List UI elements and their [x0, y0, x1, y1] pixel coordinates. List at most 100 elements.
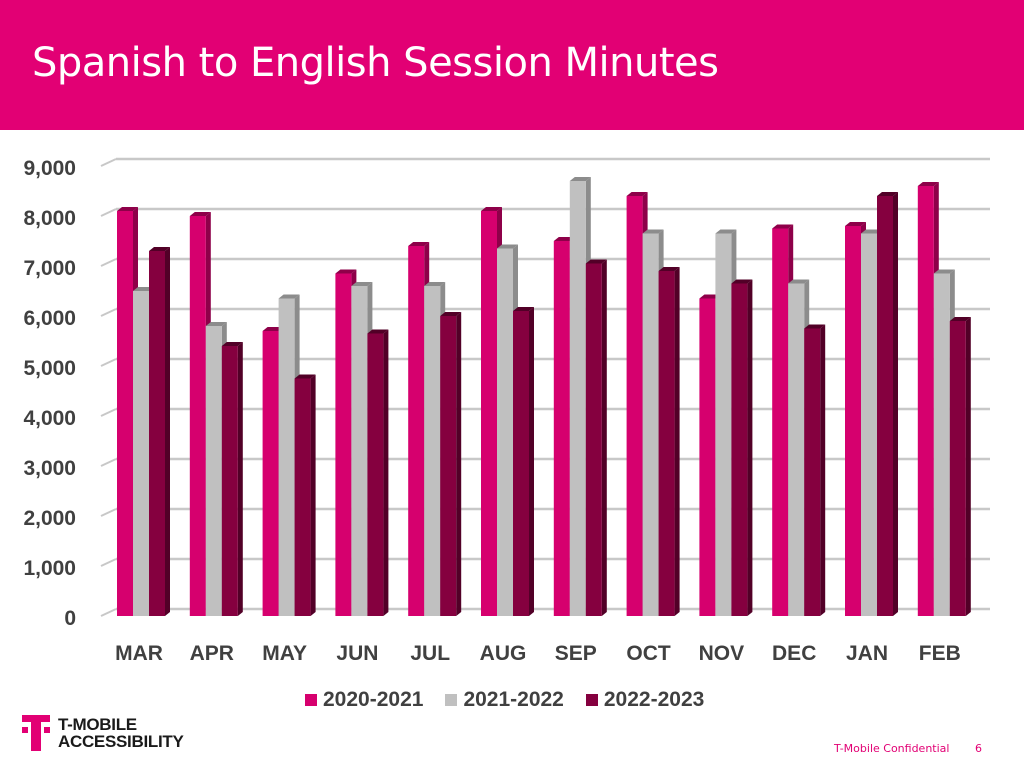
confidential-label: T-Mobile Confidential: [834, 742, 950, 755]
page-number: 6: [975, 742, 982, 755]
bar-2022-2023-SEP: [585, 263, 602, 616]
bar-2021-2022-JUN: [351, 286, 368, 616]
bar-top: [585, 259, 607, 264]
bar-2021-2022-NOV: [715, 233, 732, 616]
y-tick-label: 3,000: [23, 457, 76, 480]
bar-top: [513, 307, 534, 311]
bar-side: [893, 192, 898, 616]
y-tick-label: 9,000: [23, 157, 76, 180]
bar-top: [335, 269, 357, 274]
logo-text: T-MOBILE ACCESSIBILITY: [58, 716, 184, 750]
bar-2022-2023-APR: [221, 346, 238, 616]
x-tick-label: APR: [190, 642, 234, 665]
bar-2021-2022-OCT: [642, 233, 659, 616]
legend-label: 2020-2021: [323, 688, 424, 711]
x-tick-label: JUN: [336, 642, 378, 665]
gridline-diagonal: [100, 158, 117, 167]
bar-top: [569, 177, 591, 181]
legend-item-2021-2022: 2021-2022: [445, 688, 564, 712]
x-tick-label: AUG: [480, 642, 527, 665]
bar-2021-2022-MAY: [278, 298, 295, 616]
bar-2020-2021-DEC: [772, 228, 789, 616]
bar-2021-2022-JAN: [861, 233, 877, 616]
bar-top: [845, 222, 866, 226]
t-mobile-logo-icon: [22, 715, 50, 751]
bar-top: [788, 279, 810, 284]
logo-line-2: ACCESSIBILITY: [58, 732, 184, 751]
logo-line-1: T-MOBILE: [58, 715, 137, 734]
y-tick-label: 0: [64, 607, 76, 630]
legend-label: 2022-2023: [603, 688, 705, 711]
legend-item-2020-2021: 2020-2021: [305, 688, 423, 712]
bar-2020-2021-MAR: [117, 211, 133, 616]
bar-2022-2023-DEC: [804, 328, 821, 616]
bar-top: [262, 327, 284, 331]
bar-top: [294, 374, 316, 379]
bar-top: [351, 282, 373, 286]
bar-2021-2022-SEP: [569, 181, 586, 616]
bar-2021-2022-DEC: [788, 283, 805, 616]
x-tick-label: JAN: [846, 642, 888, 665]
gridline-diagonal: [100, 558, 117, 567]
y-tick-label: 6,000: [23, 307, 76, 330]
bar-2020-2021-APR: [189, 216, 206, 616]
bar-top: [481, 207, 502, 211]
bar-side: [383, 329, 389, 616]
bar-2020-2021-JUL: [408, 246, 425, 616]
bar-top: [149, 247, 170, 251]
bar-side: [456, 312, 462, 616]
bar-2022-2023-AUG: [513, 311, 529, 616]
bar-2021-2022-AUG: [497, 248, 513, 616]
bar-top: [642, 229, 664, 234]
y-tick-label: 2,000: [23, 507, 76, 530]
bar-top: [933, 269, 955, 274]
bar-2022-2023-JAN: [877, 196, 893, 616]
bar-top: [189, 212, 211, 216]
bar-top: [949, 317, 971, 321]
x-tick-label: JUL: [410, 642, 450, 665]
bar-2022-2023-JUL: [440, 316, 457, 616]
y-tick-label: 4,000: [23, 407, 76, 430]
bar-side: [310, 374, 316, 616]
bar-top: [626, 192, 648, 196]
bar-top: [877, 192, 898, 196]
gridline-diagonal: [100, 608, 117, 617]
bar-2022-2023-NOV: [731, 283, 748, 616]
gridline-diagonal: [100, 408, 117, 417]
bar-side: [529, 307, 534, 616]
x-tick-label: NOV: [699, 642, 745, 665]
bar-side: [820, 324, 826, 616]
bar-top: [133, 287, 154, 291]
title-banner: Spanish to English Session Minutes: [0, 0, 1024, 130]
bar-top: [861, 229, 882, 234]
bar-2020-2021-OCT: [626, 196, 643, 616]
gridline-diagonal: [100, 508, 117, 517]
bar-top: [715, 229, 737, 234]
bar-2022-2023-MAR: [149, 251, 165, 616]
bar-side: [965, 317, 971, 616]
gridline-diagonal: [100, 208, 117, 217]
chart-canvas: 0 1,000 2,000 3,000 4,000 5,000 6,000 7,000 8,00…: [23, 157, 990, 665]
bar-top: [221, 342, 243, 346]
bar-2020-2021-FEB: [917, 186, 934, 616]
bar-2020-2021-MAY: [262, 331, 279, 616]
bar-top: [497, 244, 518, 249]
bar-2020-2021-AUG: [481, 211, 497, 616]
t-mobile-accessibility-logo: T-MOBILE ACCESSIBILITY: [22, 715, 184, 751]
bar-side: [237, 342, 243, 616]
bar-top: [424, 282, 446, 286]
bar-2021-2022-MAR: [133, 291, 149, 616]
bar-top: [205, 322, 227, 326]
legend-swatch-icon: [585, 694, 598, 706]
bar-2021-2022-FEB: [933, 273, 950, 616]
legend-swatch-icon: [305, 694, 317, 706]
gridline-diagonal: [100, 458, 117, 467]
x-tick-label: DEC: [772, 642, 816, 665]
bar-top: [278, 294, 300, 299]
y-tick-label: 8,000: [23, 207, 76, 230]
bar-top: [731, 279, 753, 284]
bar-side: [601, 259, 607, 616]
bar-top: [440, 312, 462, 316]
legend-swatch-icon: [445, 694, 458, 706]
y-tick-label: 1,000: [23, 557, 76, 580]
